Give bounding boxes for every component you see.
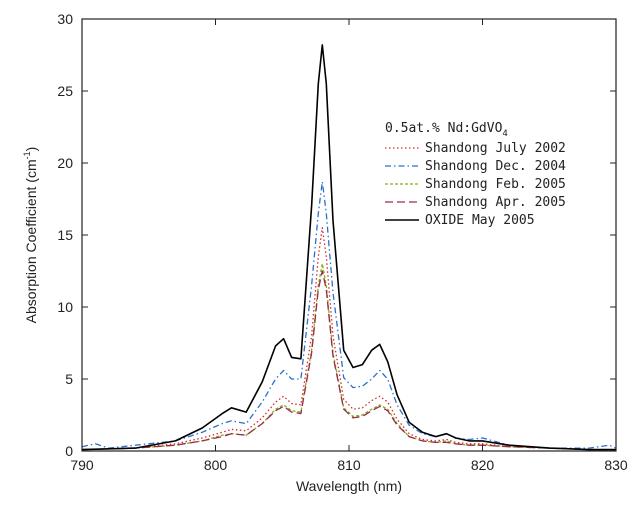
y-tick-label: 20 [57,155,73,171]
y-tick-label: 0 [65,443,73,459]
y-tick-label: 15 [57,227,73,243]
legend-label-4: OXIDE May 2005 [425,213,535,228]
series-line-3 [81,270,616,451]
y-tick-label: 5 [65,371,73,387]
x-tick-label: 830 [604,457,628,473]
x-tick-label: 790 [70,457,94,473]
legend: 0.5at.% Nd:GdVO4 Shandong July 2002Shand… [385,121,566,228]
y-axis-label-main: Absorption Coefficient (cm [23,159,39,323]
y-tick-label: 25 [57,83,73,99]
legend-label-1: Shandong Dec. 2004 [425,159,566,174]
x-axis-ticks: 790 800 810 820 830 [70,19,628,473]
y-axis-ticks: 0 5 10 15 20 25 30 [57,11,616,459]
y-axis-label: Absorption Coefficient (cm-1) [22,147,39,324]
legend-title-main: 0.5at.% Nd:GdVO [385,121,503,136]
series-line-0 [81,227,616,451]
series-line-1 [81,181,617,449]
series-layer [81,44,617,451]
y-axis-label-close: ) [23,147,39,152]
legend-title-subscript: 4 [502,129,507,139]
plot-area [81,18,617,452]
series-line-4 [81,44,616,451]
legend-title: 0.5at.% Nd:GdVO4 [385,121,508,139]
x-axis-label: Wavelength (nm) [296,478,402,494]
y-tick-label: 30 [57,11,73,27]
series-line-2 [81,263,616,451]
x-tick-label: 820 [471,457,495,473]
legend-label-2: Shandong Feb. 2005 [425,177,566,192]
y-axis-label-superscript: -1 [22,151,32,159]
y-tick-label: 10 [57,299,73,315]
legend-items: Shandong July 2002 Shandong Dec. 2004 Shan… [385,141,566,228]
legend-label-3: Shandong Apr. 2005 [425,195,566,210]
legend-label-0: Shandong July 2002 [425,141,566,156]
plot-frame [81,18,617,452]
x-tick-label: 810 [337,457,361,473]
x-tick-label: 800 [204,457,228,473]
